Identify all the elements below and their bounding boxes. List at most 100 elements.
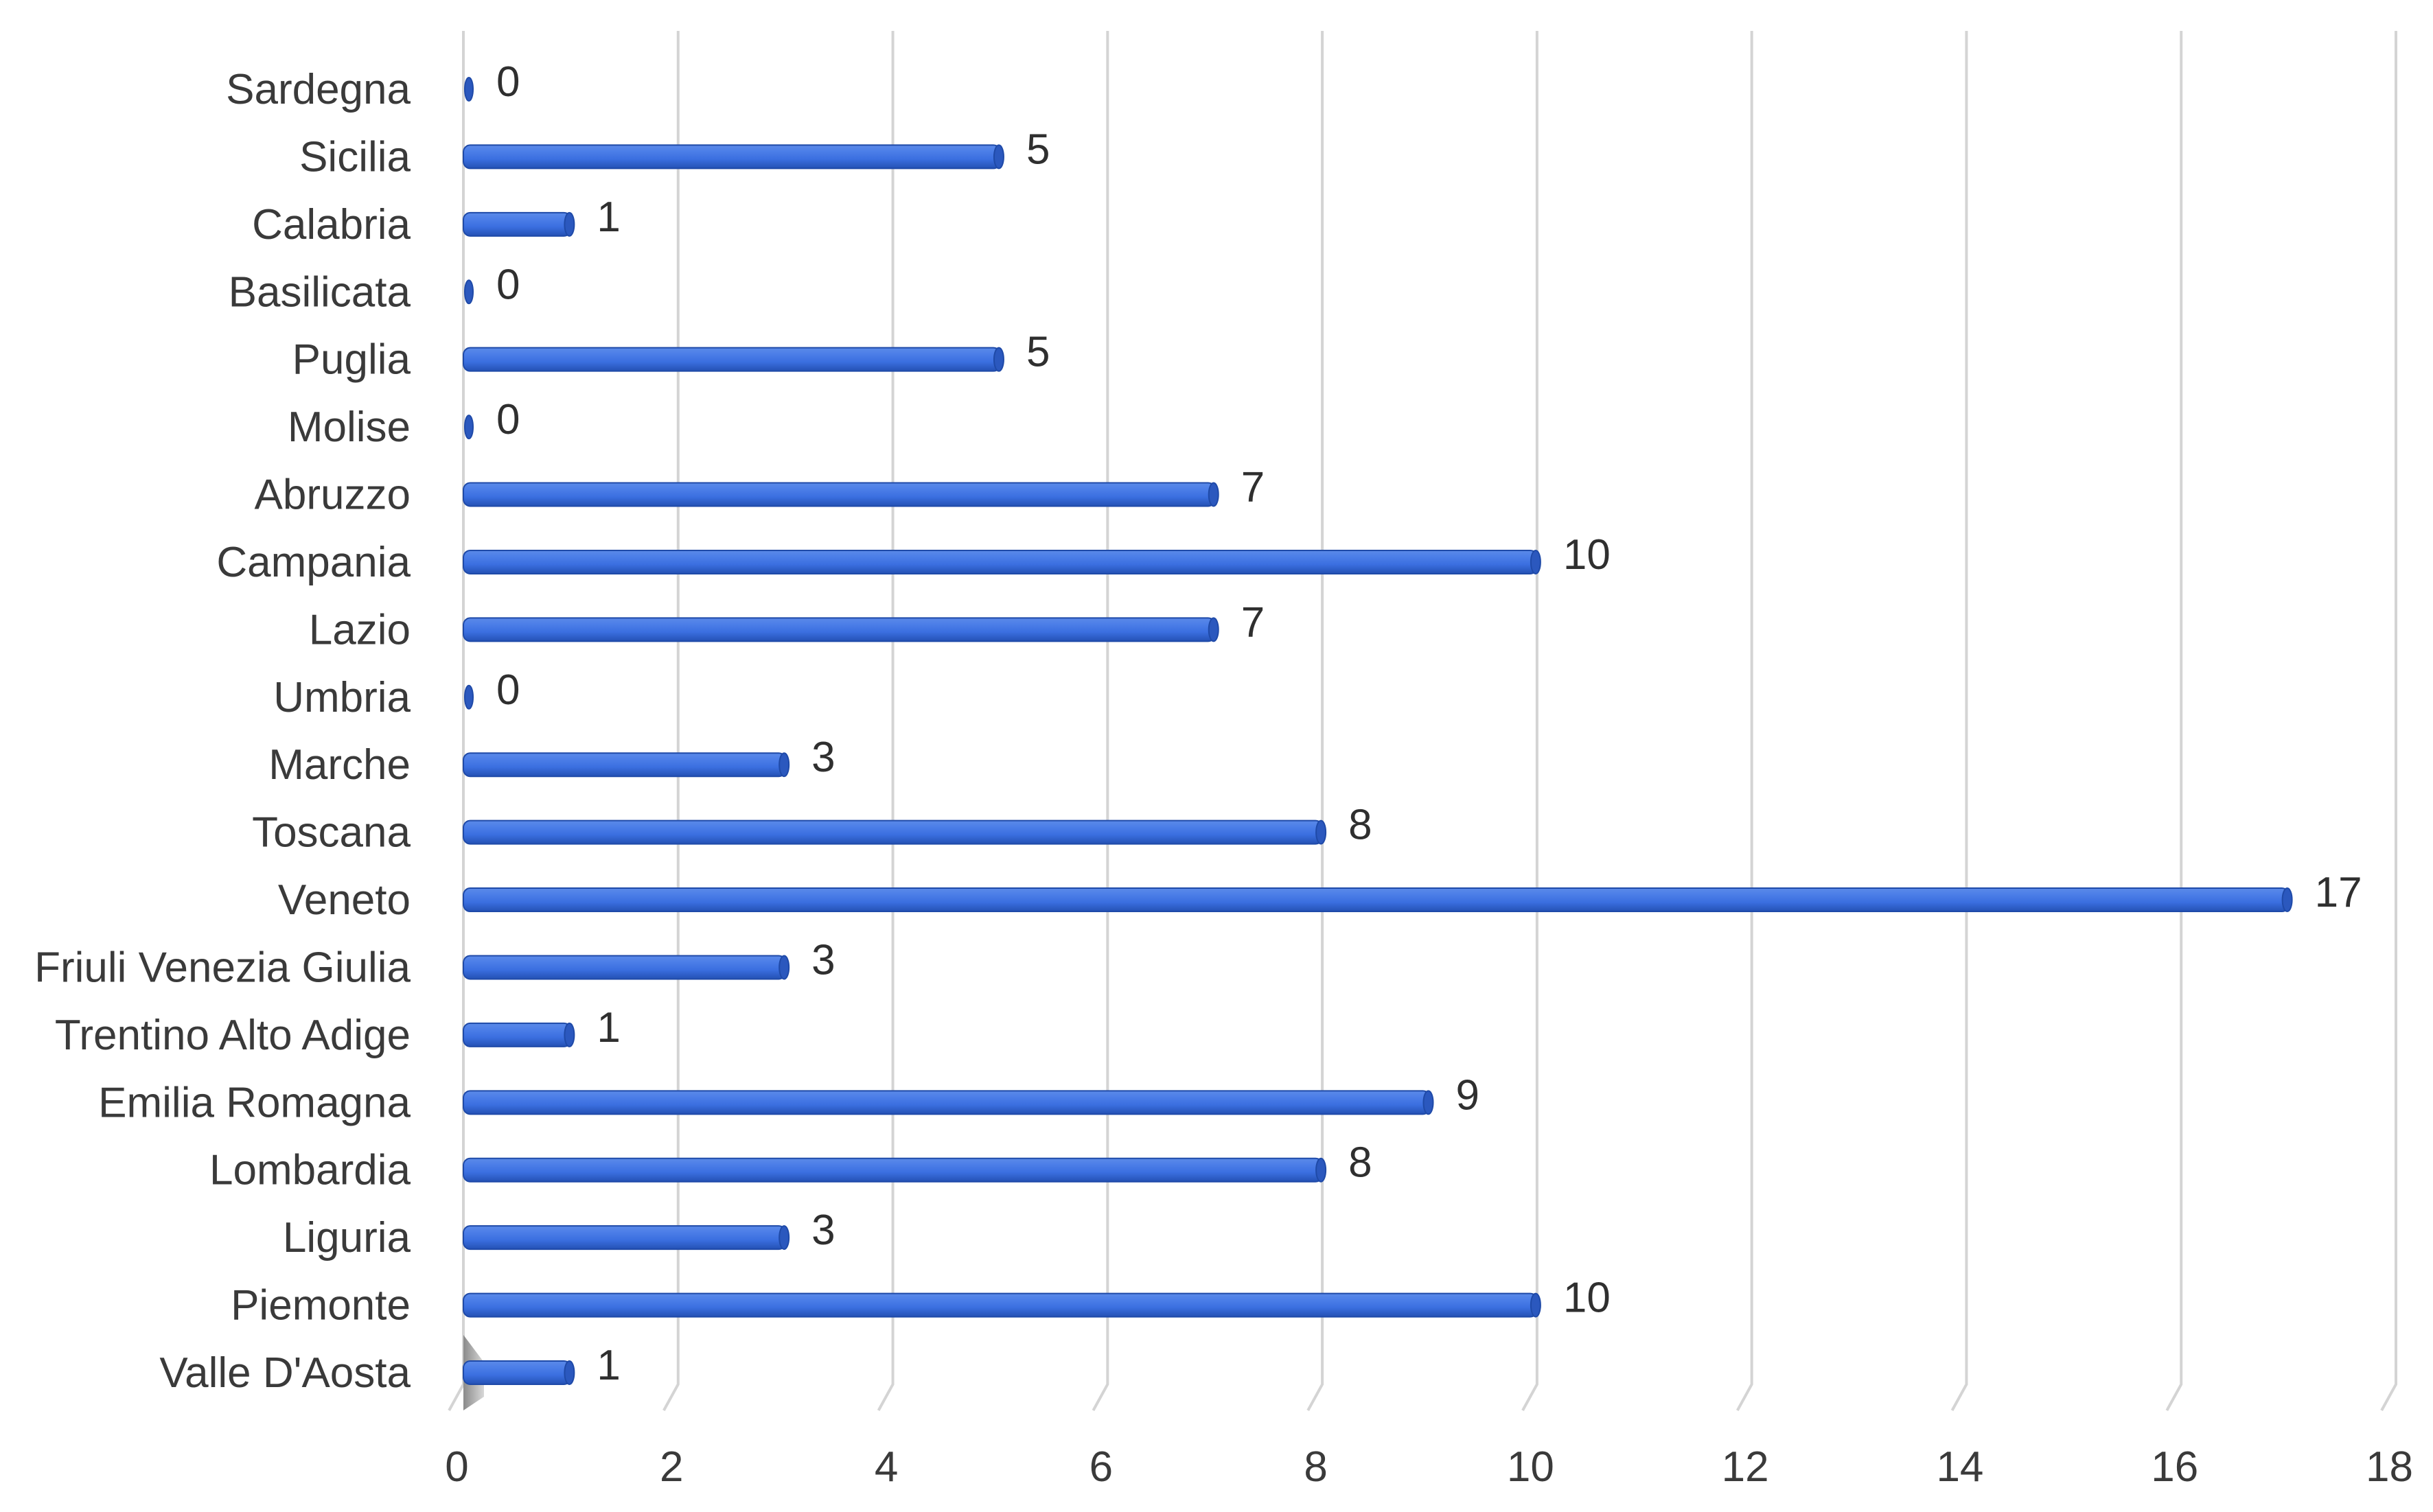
gridline bbox=[448, 31, 465, 1411]
data-label: 7 bbox=[1241, 598, 1265, 646]
y-category-label: Veneto bbox=[278, 876, 411, 924]
bar bbox=[463, 1292, 1538, 1318]
y-category-label: Friuli Venezia Giulia bbox=[34, 944, 411, 991]
bar bbox=[463, 1022, 572, 1047]
data-label: 3 bbox=[811, 1207, 835, 1254]
x-tick-label: 6 bbox=[1089, 1443, 1113, 1491]
bar bbox=[463, 752, 787, 778]
y-category-label: Molise bbox=[288, 404, 411, 451]
data-label: 1 bbox=[597, 194, 620, 241]
x-tick-label: 16 bbox=[2151, 1443, 2198, 1491]
bar-end-cap bbox=[1315, 1157, 1327, 1183]
bar bbox=[463, 819, 1324, 845]
bar bbox=[464, 415, 474, 440]
gridlines bbox=[448, 31, 2397, 1411]
bar bbox=[463, 347, 1001, 372]
bar bbox=[463, 211, 572, 237]
y-category-label: Abruzzo bbox=[255, 472, 411, 519]
gridline bbox=[1950, 31, 1968, 1411]
y-category-label: Marche bbox=[268, 741, 411, 789]
category-axis-labels: Valle D'Aosta Piemonte Liguria Lombardia Emi… bbox=[34, 66, 411, 1397]
data-label: 0 bbox=[496, 261, 520, 308]
data-label: 9 bbox=[1456, 1071, 1479, 1119]
bar bbox=[464, 279, 474, 305]
y-category-label: Lombardia bbox=[209, 1147, 411, 1194]
data-label: 3 bbox=[811, 936, 835, 984]
bar-end-cap bbox=[779, 1225, 790, 1251]
data-label: 5 bbox=[1026, 126, 1050, 173]
data-label: 7 bbox=[1241, 464, 1265, 511]
gridline bbox=[877, 31, 895, 1411]
bar bbox=[463, 1225, 787, 1251]
bar bbox=[463, 955, 787, 980]
y-category-label: Trentino Alto Adige bbox=[55, 1012, 411, 1059]
y-category-label: Piemonte bbox=[231, 1282, 411, 1329]
bar bbox=[463, 617, 1216, 642]
y-category-label: Toscana bbox=[252, 809, 411, 857]
gridline bbox=[2165, 31, 2183, 1411]
bar-end-cap bbox=[1530, 1292, 1541, 1318]
bar-end-cap bbox=[564, 1360, 575, 1385]
x-tick-label: 12 bbox=[1722, 1443, 1769, 1491]
y-category-label: Lazio bbox=[309, 606, 411, 653]
bar bbox=[463, 1090, 1431, 1115]
y-category-label: Calabria bbox=[252, 201, 411, 248]
bar-end-cap bbox=[993, 144, 1004, 170]
x-tick-label: 14 bbox=[1936, 1443, 1983, 1491]
bar-end-cap bbox=[993, 347, 1004, 372]
data-label: 3 bbox=[811, 734, 835, 781]
bar bbox=[463, 144, 1001, 170]
y-category-label: Basilicata bbox=[229, 268, 411, 316]
data-label: 5 bbox=[1026, 329, 1050, 376]
bar bbox=[464, 684, 474, 710]
bar bbox=[463, 1157, 1324, 1183]
bar-end-cap bbox=[1315, 819, 1327, 845]
x-tick-label: 2 bbox=[660, 1443, 683, 1491]
bar-end-cap bbox=[779, 955, 790, 980]
data-label: 8 bbox=[1348, 1139, 1372, 1187]
x-tick-label: 10 bbox=[1507, 1443, 1554, 1491]
bar bbox=[464, 77, 474, 102]
bar-end-cap bbox=[779, 752, 790, 778]
data-label: 17 bbox=[2315, 869, 2362, 916]
x-tick-label: 18 bbox=[2366, 1443, 2413, 1491]
x-tick-label: 4 bbox=[875, 1443, 898, 1491]
value-axis-tick-labels: 0 2 4 6 8 10 12 14 16 18 bbox=[445, 1443, 2413, 1491]
y-category-label: Campania bbox=[216, 539, 411, 586]
bar bbox=[463, 887, 2290, 913]
gridline bbox=[2380, 31, 2397, 1411]
y-category-label: Liguria bbox=[283, 1214, 411, 1261]
y-category-label: Sicilia bbox=[299, 133, 411, 181]
bar bbox=[463, 1360, 572, 1385]
gridline bbox=[1306, 31, 1324, 1411]
bar-end-cap bbox=[564, 211, 575, 237]
y-category-label: Sardegna bbox=[226, 66, 411, 113]
data-label: 10 bbox=[1563, 531, 1611, 579]
bar-end-cap bbox=[1422, 1090, 1434, 1115]
data-label: 0 bbox=[496, 58, 520, 106]
bar bbox=[463, 549, 1538, 574]
bar bbox=[463, 482, 1216, 507]
x-tick-label: 0 bbox=[445, 1443, 468, 1491]
bar-end-cap bbox=[1208, 617, 1219, 642]
gridline bbox=[1521, 31, 1538, 1411]
data-label: 1 bbox=[597, 1342, 620, 1389]
data-label: 10 bbox=[1563, 1275, 1611, 1322]
y-category-label: Umbria bbox=[273, 674, 411, 721]
bar-end-cap bbox=[564, 1022, 575, 1047]
gridline bbox=[1092, 31, 1109, 1411]
y-category-label: Valle D'Aosta bbox=[159, 1349, 411, 1397]
data-label: 0 bbox=[496, 666, 520, 714]
bar-end-cap bbox=[1530, 549, 1541, 574]
bar-end-cap bbox=[1208, 482, 1219, 507]
gridline bbox=[662, 31, 680, 1411]
data-label: 8 bbox=[1348, 802, 1372, 849]
data-label: 0 bbox=[496, 396, 520, 443]
gridline bbox=[1736, 31, 1753, 1411]
data-label: 1 bbox=[597, 1004, 620, 1051]
bar-end-cap bbox=[2281, 887, 2293, 913]
y-category-label: Puglia bbox=[292, 336, 411, 384]
bars bbox=[463, 77, 2293, 1385]
